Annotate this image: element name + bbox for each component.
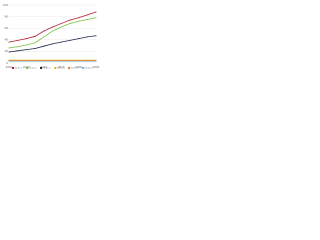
y-tick-label: 60 [5,26,9,30]
legend-label: Series 2 [29,67,38,70]
point [86,60,88,62]
point [78,20,80,22]
point [25,38,27,40]
point [34,48,36,49]
y-tick-label: 100 [3,3,8,7]
point [52,43,53,45]
point [25,60,27,62]
point [43,30,45,32]
point [78,38,80,40]
point [17,39,19,41]
x-tick-label: 2012 [23,65,30,69]
point [78,17,80,19]
legend-label: Series 6 [85,67,94,70]
point [52,26,53,28]
point [95,35,97,37]
point [34,35,36,37]
point [60,41,62,43]
point [43,45,45,47]
point [8,51,10,53]
point [25,44,27,46]
y-tick-label: 20 [5,49,9,53]
point [8,47,10,49]
point [52,60,53,62]
x-tick-label: 2018 [75,65,82,69]
point [69,19,71,21]
y-tick-label: 40 [5,38,9,42]
x-tick-label: 2020 [93,65,100,69]
x-tick-label: 2010 [6,65,13,69]
point [52,30,53,32]
point [17,46,19,48]
point [17,60,19,62]
point [25,49,27,51]
legend-label: Series 3 [43,67,52,70]
point [60,60,62,62]
legend-swatch [68,67,70,69]
point [69,39,71,41]
point [95,11,97,13]
point [86,19,88,20]
point [69,23,71,25]
point [34,60,36,62]
legend-label: Series 1 [15,67,24,70]
point [60,26,62,28]
point [78,60,80,62]
legend-label: Series 5 [71,67,80,70]
x-tick-label: 2014 [40,65,47,69]
point [69,60,71,62]
legend-swatch [26,67,28,69]
legend-swatch [12,67,14,69]
point [8,60,10,62]
legend-swatch [82,67,84,69]
y-tick-label: 0 [6,61,8,65]
x-tick-label: 2016 [58,65,65,69]
point [17,50,19,52]
point [43,36,45,38]
point [60,23,62,25]
point [34,42,36,44]
legend-swatch [40,67,42,69]
point [43,60,45,62]
y-tick-label: 80 [5,14,9,18]
point [86,14,88,16]
point [95,17,97,19]
legend-label: Series 4 [57,67,66,70]
legend-swatch [54,67,56,69]
point [86,36,88,38]
point [8,41,10,43]
point [95,60,97,62]
